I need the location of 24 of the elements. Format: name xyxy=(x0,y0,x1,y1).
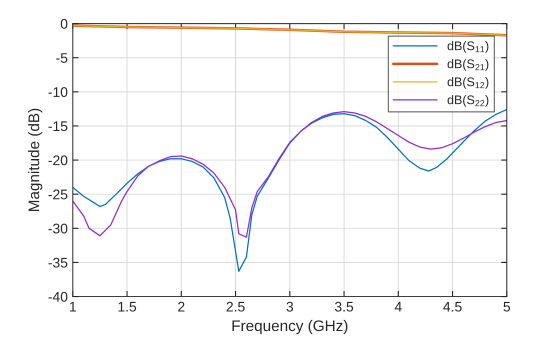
x-tick-label: 1.5 xyxy=(118,302,136,312)
y-tick-label: -10 xyxy=(48,87,68,97)
legend-label: dB(S$_{11}$) xyxy=(448,41,488,53)
y-tick-label: -35 xyxy=(48,258,68,268)
y-tick-label: -5 xyxy=(56,53,68,63)
x-tick-label: 2 xyxy=(178,302,184,312)
x-tick-label: 3.5 xyxy=(334,302,354,312)
y-tick-label: -25 xyxy=(48,190,68,200)
legend-label: dB(S$_{22}$) xyxy=(448,95,488,107)
x-tick-label: 3 xyxy=(286,302,294,312)
y-axis-title: Magnitude (dB) xyxy=(28,108,42,212)
x-tick-label: 1 xyxy=(70,302,76,312)
x-tick-label: 4 xyxy=(394,302,402,312)
y-tick-label: -30 xyxy=(48,224,68,234)
x-tick-label: 2.5 xyxy=(226,302,245,312)
y-tick-label: -20 xyxy=(48,155,68,166)
x-tick-label: 5 xyxy=(503,302,510,312)
y-tick-label: -40 xyxy=(48,292,68,302)
y-tick-label: -15 xyxy=(48,121,68,132)
y-tick-label: 0 xyxy=(60,18,68,29)
legend-label: dB(S$_{12}$) xyxy=(448,77,488,89)
x-axis-title: Frequency (GHz) xyxy=(232,320,348,334)
x-tick-label: 4.5 xyxy=(443,302,462,312)
legend-label: dB(S$_{21}$) xyxy=(448,59,488,71)
